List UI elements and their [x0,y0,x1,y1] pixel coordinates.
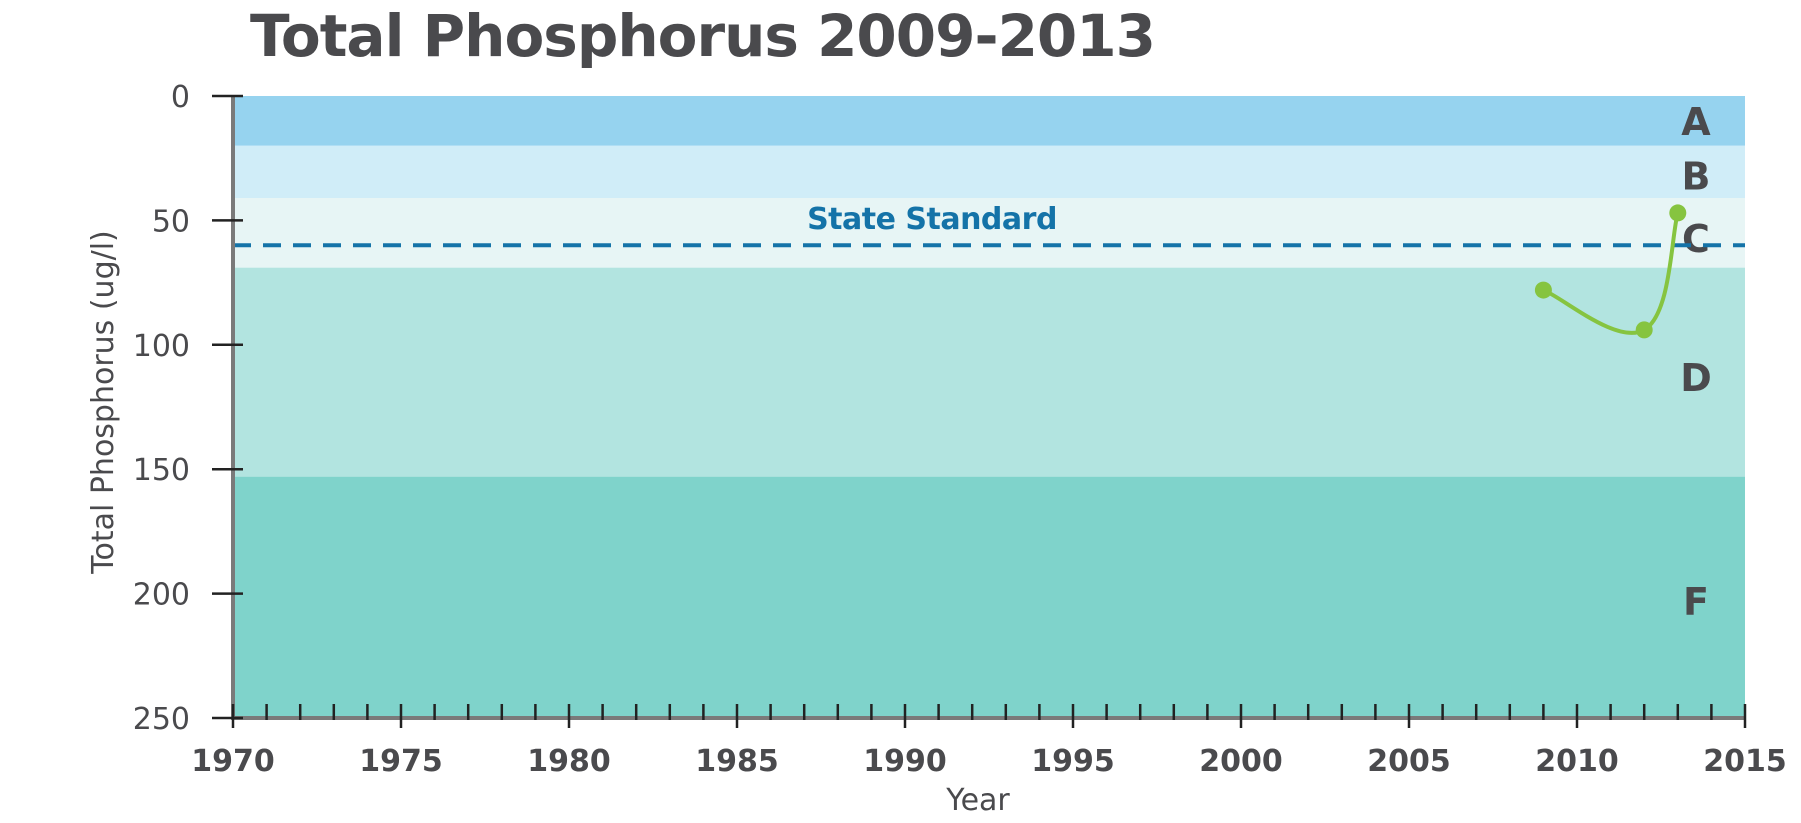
x-tick-label: 1970 [191,744,275,779]
band-label-d: D [1680,356,1712,400]
y-tick-label: 50 [152,204,190,239]
x-tick-label: 1985 [695,744,779,779]
x-tick-label: 1980 [527,744,611,779]
data-point-2012 [1635,321,1653,339]
state-standard-label: State Standard [807,202,1057,237]
x-tick-label: 1990 [863,744,947,779]
grade-bands: ABC D F [233,96,1745,718]
y-tick-label: 150 [133,453,190,488]
y-tick-label: 250 [133,702,190,737]
chart-title: Total Phosphorus 2009-2013 [250,2,1156,70]
band-c [233,198,1745,268]
band-label-a: A [1681,100,1711,144]
band-f [233,476,1745,718]
axes [212,94,1747,728]
band-d [233,267,1745,477]
y-axis-title: Total Phosphorus (ug/l) [86,230,121,575]
x-tick-label: 1995 [1031,744,1115,779]
x-axis-title: Year [945,783,1010,818]
band-label-c: C [1682,217,1710,261]
band-b [233,145,1745,199]
series-group [1534,204,1687,339]
x-tick-label: 1975 [359,744,443,779]
x-tick-label: 2010 [1535,744,1619,779]
y-tick-label: 0 [171,80,190,115]
y-tick-label: 100 [133,329,190,364]
data-point-2013 [1669,204,1687,222]
x-tick-label: 2000 [1199,744,1283,779]
reference-line-group: State Standard [233,202,1745,248]
y-tick-label: 200 [133,578,190,613]
band-label-f: F [1683,580,1709,624]
x-tick-label: 2015 [1703,744,1787,779]
x-tick-label: 2005 [1367,744,1451,779]
band-a [233,96,1745,146]
band-label-b: B [1682,155,1711,199]
data-point-2009 [1534,281,1552,299]
